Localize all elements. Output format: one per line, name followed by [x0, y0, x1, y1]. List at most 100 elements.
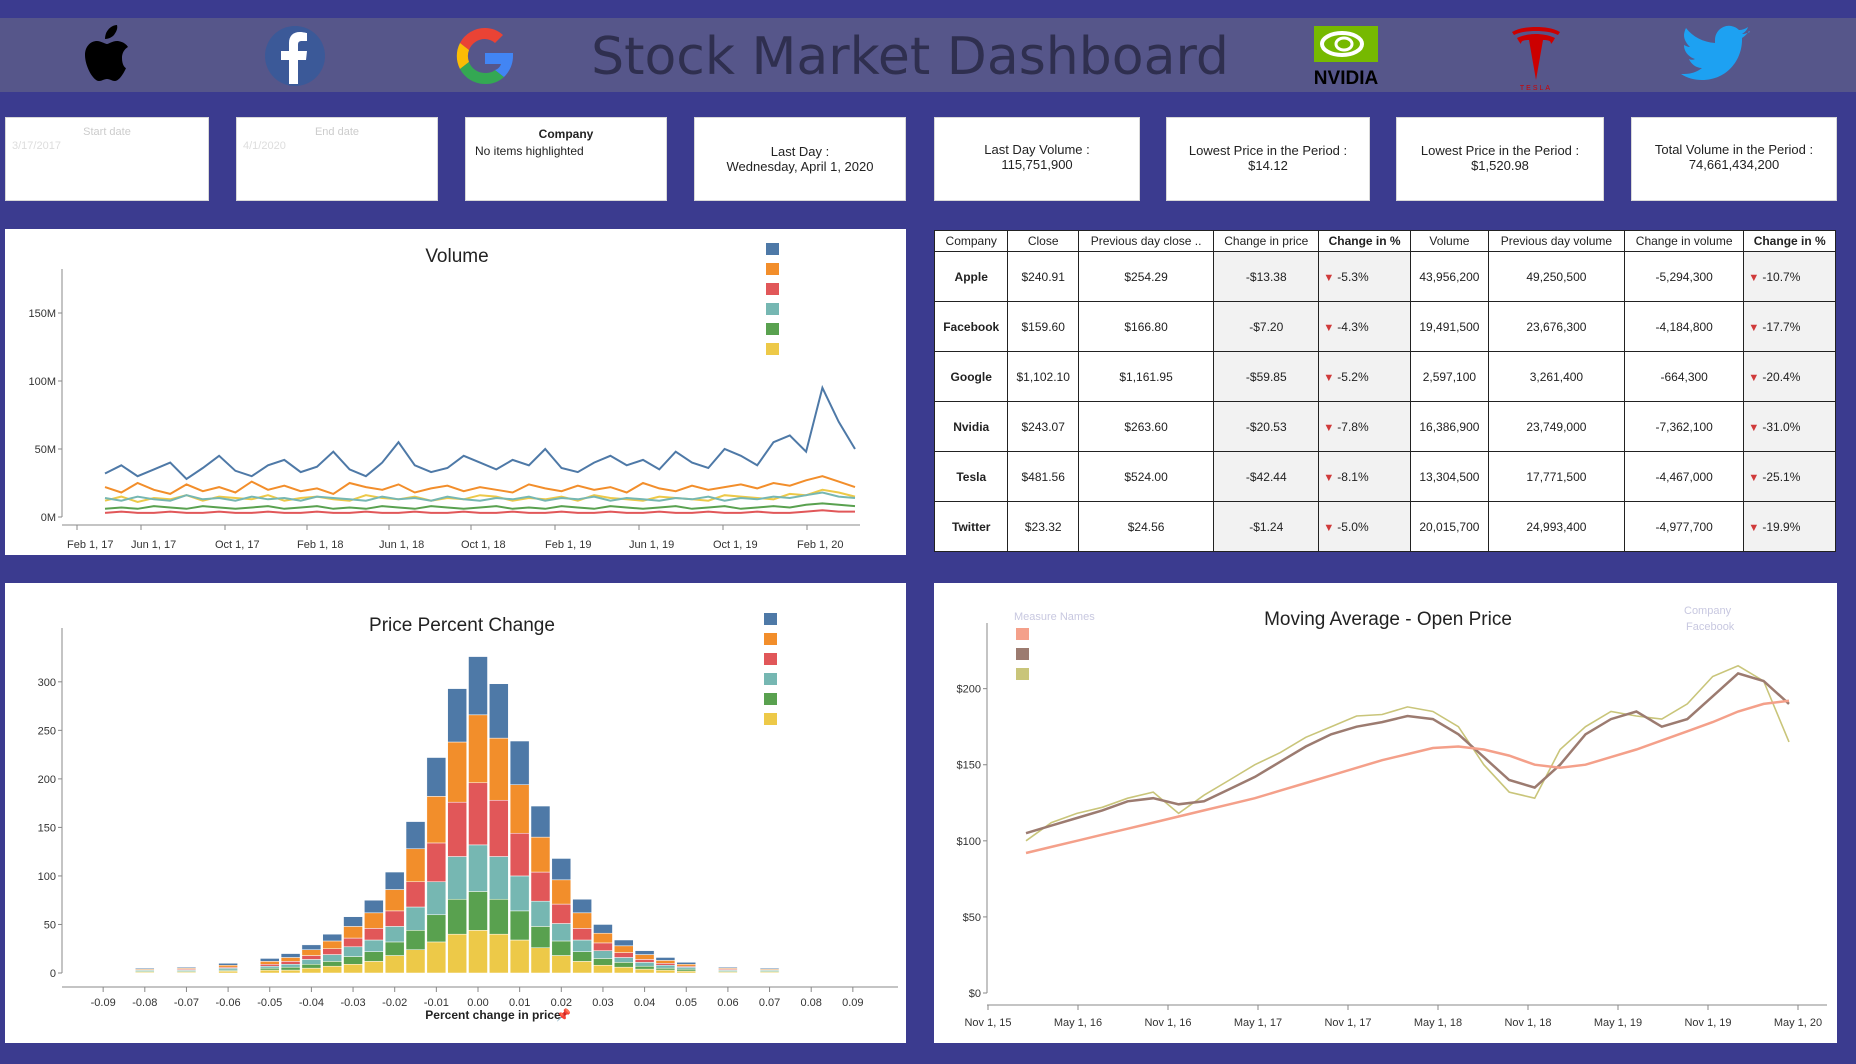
kpi-label: Last Day : [770, 144, 830, 159]
table-cell: -4,184,800 [1623, 301, 1745, 352]
table-cell: $524.00 [1077, 451, 1215, 502]
company-cell: Nvidia [933, 401, 1009, 452]
down-arrow-icon: ▼ [1748, 321, 1763, 334]
kpi-value: $14.12 [1248, 158, 1288, 173]
histogram-bar [364, 928, 384, 941]
down-arrow-icon: ▼ [1748, 471, 1763, 484]
histogram-bar [260, 965, 280, 969]
legend-swatch [764, 713, 777, 725]
y-tick-label: $150 [957, 760, 981, 772]
table-row[interactable]: Tesla $481.56 $524.00 -$42.44 ▼ -8.1% 13,304,… [933, 451, 1836, 502]
histogram-bar [509, 939, 530, 974]
histogram-bar [364, 961, 384, 974]
start-date-value[interactable]: 3/17/2017 [12, 140, 61, 152]
table-header-cell[interactable]: Previous day volume [1487, 230, 1625, 252]
table-row[interactable]: Twitter $23.32 $24.56 -$1.24 ▼ -5.0% 20,015,7… [933, 501, 1836, 552]
company-filter-value[interactable]: No items highlighted [475, 144, 584, 158]
table-cell: 2,597,100 [1409, 351, 1489, 402]
x-tick-label: 0.01 [509, 997, 530, 1009]
histogram-bar [405, 821, 426, 850]
company-filter[interactable]: Company No items highlighted [465, 117, 667, 201]
table-row[interactable]: Nvidia $243.07 $263.60 -$20.53 ▼ -7.8% 16,386… [933, 401, 1836, 452]
table-cell: -$20.53 [1213, 401, 1320, 452]
kpi-label: Lowest Price in the Period : [1188, 143, 1348, 158]
histogram-bar [530, 926, 551, 949]
table-header-cell[interactable]: Close [1007, 230, 1079, 252]
end-date-filter[interactable]: End date 4/1/2020 [236, 117, 438, 201]
legend-swatch [764, 633, 777, 645]
table-cell: $23.32 [1007, 501, 1079, 552]
table-header-cell[interactable]: Change in volume [1623, 230, 1745, 252]
table-row[interactable]: Facebook $159.60 $166.80 -$7.20 ▼ -4.3% 19,49… [933, 301, 1836, 352]
histogram-bar [343, 964, 363, 974]
histogram-bar [280, 964, 301, 968]
histogram-bar [426, 941, 447, 974]
x-tick-label: Oct 1, 19 [713, 539, 758, 551]
table-cell: -5,294,300 [1623, 251, 1745, 302]
table-row[interactable]: Apple $240.91 $254.29 -$13.38 ▼ -5.3% 43,956,… [933, 251, 1836, 302]
table-header-cell[interactable]: Company [933, 230, 1009, 252]
x-tick-label: Feb 1, 18 [297, 539, 343, 551]
table-cell: 23,749,000 [1487, 401, 1625, 452]
volume-chart: Volume 0M 50M 100M 150M Feb 1, 17 Jun 1, 17 Oc… [28, 243, 860, 551]
moving-average-series-line [1025, 672, 1790, 835]
table-header-cell[interactable]: Previous day close .. [1077, 230, 1215, 252]
histogram-bar [676, 968, 696, 972]
volume-chart-panel: Volume 0M 50M 100M 150M Feb 1, 17 Jun 1, 17 Oc… [5, 229, 906, 555]
end-date-value[interactable]: 4/1/2020 [243, 140, 286, 152]
x-tick-label: Nov 1, 18 [1504, 1017, 1551, 1029]
kpi-lowest-price: Lowest Price in the Period : $14.12 [1166, 117, 1370, 201]
kpi-last-day-volume: Last Day Volume : 115,751,900 [934, 117, 1140, 201]
down-arrow-icon: ▼ [1323, 521, 1338, 534]
down-arrow-icon: ▼ [1323, 421, 1338, 434]
x-tick-label: Jun 1, 17 [131, 539, 176, 551]
table-cell: 17,771,500 [1487, 451, 1625, 502]
down-arrow-icon: ▼ [1323, 471, 1338, 484]
histogram-bar [593, 958, 613, 966]
y-tick-label: $100 [957, 836, 981, 848]
company-cell: Apple [933, 251, 1009, 302]
change-percent-cell: ▼ -10.7% [1743, 251, 1836, 302]
table-header-cell[interactable]: Change in % [1743, 230, 1836, 252]
histogram-bar [489, 737, 509, 801]
histogram-bar [572, 912, 592, 929]
table-cell: $243.07 [1007, 401, 1079, 452]
histogram-bar [426, 757, 447, 797]
moving-average-series-line [1025, 699, 1790, 855]
y-tick-label: 100M [28, 376, 56, 388]
kpi-label: Last Day Volume : [984, 142, 1090, 157]
histogram-bar [676, 962, 696, 965]
table-cell: $1,102.10 [1007, 351, 1079, 402]
histogram-bar [509, 910, 530, 941]
table-cell: -4,467,000 [1623, 451, 1745, 502]
histogram-bar [530, 805, 551, 838]
table-header-cell[interactable]: Change in % [1318, 230, 1411, 252]
pin-icon[interactable]: 📌 [556, 1007, 571, 1022]
histogram-bar [384, 910, 405, 927]
start-date-label: Start date [83, 126, 131, 138]
histogram-bar [405, 930, 426, 950]
start-date-filter[interactable]: Start date 3/17/2017 [5, 117, 209, 201]
histogram-bar [364, 912, 384, 929]
table-header-cell[interactable]: Volume [1409, 230, 1489, 252]
table-cell: 3,261,400 [1487, 351, 1625, 402]
legend-swatch [766, 243, 779, 255]
table-cell: $1,161.95 [1077, 351, 1215, 402]
histogram-bar [322, 965, 342, 974]
table-row[interactable]: Google $1,102.10 $1,161.95 -$59.85 ▼ -5.2% 2,… [933, 351, 1836, 402]
histogram-bar [426, 842, 447, 883]
kpi-value: Wednesday, April 1, 2020 [726, 159, 874, 174]
histogram-bar [364, 899, 384, 914]
histogram-bar [426, 796, 447, 844]
x-tick-label: -0.05 [257, 997, 282, 1009]
histogram-bar [280, 957, 301, 962]
histogram-bar [655, 957, 676, 961]
company-filter-value[interactable]: Facebook [1686, 621, 1735, 633]
histogram-bar [676, 966, 696, 970]
histogram-bar [572, 928, 592, 941]
legend-swatch [766, 263, 779, 275]
x-tick-label: Feb 1, 20 [797, 539, 843, 551]
histogram-bar [572, 898, 592, 914]
table-header-cell[interactable]: Change in price [1213, 230, 1320, 252]
x-tick-label: May 1, 20 [1774, 1017, 1822, 1029]
